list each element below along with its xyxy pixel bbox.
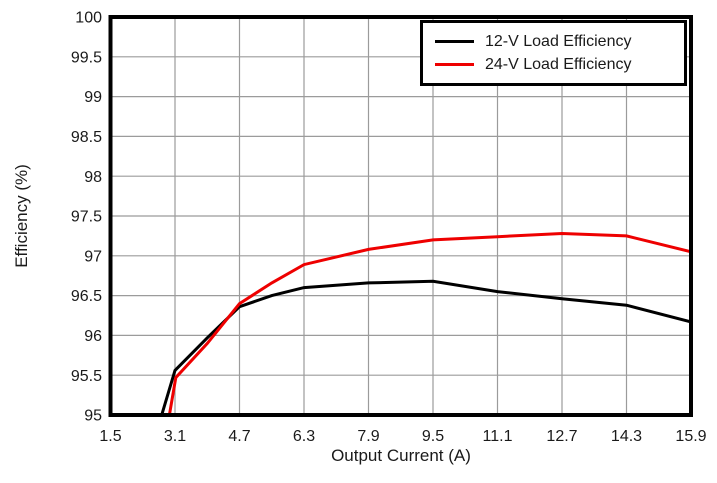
x-tick-label: 1.5 [99,428,121,445]
plot-border [108,15,693,417]
y-tick-label: 100 [75,10,102,27]
series-line-0 [160,279,691,415]
legend-item-1: 24-V Load Efficiency [435,55,684,73]
x-axis-title: Output Current (A) [331,446,471,465]
y-tick-label: 97.5 [71,209,102,226]
legend-label: 12-V Load Efficiency [485,32,632,50]
legend-label: 24-V Load Efficiency [485,55,632,73]
x-tick-label: 4.7 [228,428,250,445]
x-tick-label: 9.5 [422,428,444,445]
y-tick-label: 96.5 [71,288,102,305]
x-tick-label: 12.7 [546,428,577,445]
y-tick-label: 95 [84,408,102,425]
x-tick-label: 6.3 [293,428,315,445]
legend-line-swatch-icon [435,40,474,43]
series-lines [160,231,691,415]
y-tick-label: 98 [84,169,102,186]
y-tick-labels: 95 95.5 96 96.5 97 97.5 98 98.5 99 99.5 100 [71,10,102,425]
y-tick-label: 99.5 [71,49,102,66]
legend-line-swatch-icon [435,63,474,66]
x-tick-label: 14.3 [611,428,642,445]
y-tick-label: 98.5 [71,129,102,146]
x-tick-label: 15.9 [675,428,706,445]
y-tick-label: 97 [84,248,102,265]
series-line-1 [167,231,691,415]
legend-item-0: 12-V Load Efficiency [435,32,684,50]
y-tick-label: 96 [84,328,102,345]
x-tick-labels: 1.5 3.1 4.7 6.3 7.9 9.5 11.1 12.7 14.3 15.9 [99,428,706,445]
y-tick-label: 99 [84,89,102,106]
x-tick-label: 7.9 [357,428,379,445]
x-tick-label: 3.1 [164,428,186,445]
legend: 12-V Load Efficiency 24-V Load Efficiency [420,20,687,86]
y-tick-label: 95.5 [71,368,102,385]
x-tick-label: 11.1 [483,428,513,445]
y-axis-title: Efficiency (%) [12,164,31,268]
